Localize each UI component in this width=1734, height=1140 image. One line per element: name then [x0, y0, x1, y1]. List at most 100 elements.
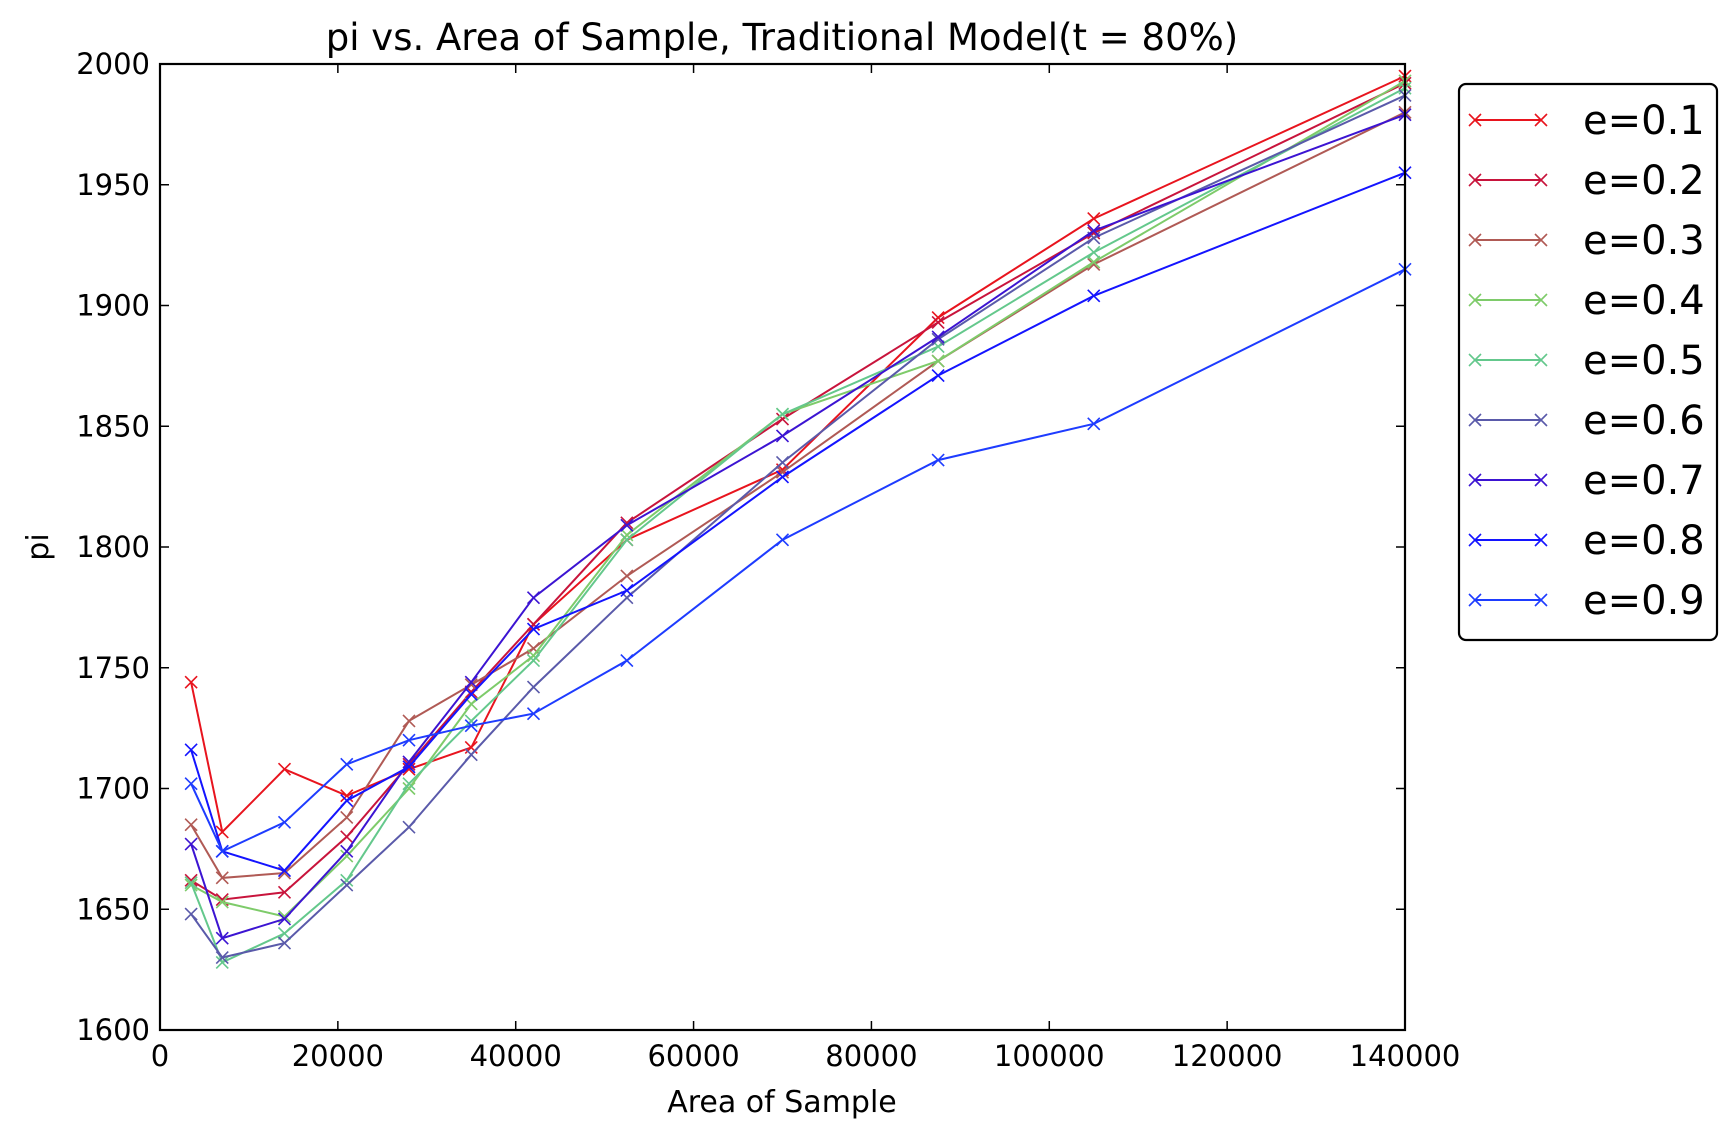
- data-point-marker: [526, 653, 541, 668]
- data-point-marker: [277, 815, 292, 829]
- data-point-marker: [340, 794, 354, 808]
- data-point-marker: [215, 844, 229, 858]
- data-point-marker: [215, 955, 229, 969]
- legend: e=0.1 e=0.2 e=0.3 e=0.4 e=0.5 e=0.6 e=0.7 e=0.8…: [1457, 82, 1719, 642]
- legend-item: e=0.3: [1468, 218, 1705, 264]
- data-point-marker: [775, 412, 790, 426]
- legend-marker: [1468, 173, 1548, 187]
- data-point-marker: [1087, 417, 1101, 431]
- x-axis: 0 20000 40000 60000 80000 100000 120000 140000: [151, 64, 1461, 1073]
- legend-label: e=0.8: [1583, 518, 1705, 564]
- legend-marker: [1468, 113, 1548, 127]
- data-point-marker: [620, 516, 634, 530]
- series-line: [190, 171, 1406, 872]
- y-tick-label: 2000: [76, 47, 150, 81]
- series-e=0.3: [184, 105, 1412, 885]
- data-point-marker: [620, 528, 634, 542]
- data-point-marker: [1087, 211, 1101, 226]
- data-point-marker: [775, 465, 790, 479]
- legend-label: e=0.2: [1583, 158, 1705, 204]
- data-point-marker: [1087, 224, 1101, 238]
- series-line: [190, 268, 1406, 853]
- data-point-marker: [402, 777, 416, 791]
- y-tick-label: 1700: [76, 772, 150, 806]
- data-point-marker: [620, 583, 634, 598]
- legend-marker: [1468, 293, 1548, 307]
- data-point-marker: [184, 818, 198, 832]
- data-point-marker: [340, 810, 354, 825]
- data-point-marker: [215, 931, 229, 945]
- data-point-marker: [526, 649, 541, 663]
- x-tick-label: 80000: [825, 1039, 917, 1073]
- x-tick-label: 60000: [647, 1039, 739, 1073]
- data-point-marker: [184, 907, 198, 921]
- series-line: [190, 75, 1406, 835]
- x-tick-label: 20000: [292, 1039, 384, 1073]
- legend-label: e=0.1: [1583, 98, 1705, 144]
- legend-marker: [1468, 593, 1548, 607]
- data-point-marker: [775, 455, 790, 470]
- x-tick-label: 140000: [1350, 1039, 1461, 1073]
- legend-item: e=0.2: [1468, 158, 1705, 204]
- legend-marker: [1468, 413, 1548, 427]
- x-tick-label: 100000: [994, 1039, 1105, 1073]
- data-point-marker: [277, 912, 292, 926]
- legend-label: e=0.7: [1583, 458, 1705, 504]
- data-point-marker: [464, 748, 478, 762]
- data-point-marker: [184, 876, 198, 890]
- legend-item: e=0.8: [1468, 518, 1705, 564]
- y-tick-label: 1850: [76, 409, 150, 443]
- data-point-marker: [526, 591, 541, 605]
- data-point-marker: [775, 470, 790, 484]
- x-axis-label: Area of Sample: [667, 1085, 897, 1120]
- y-tick-label: 1900: [76, 289, 150, 323]
- data-point-marker: [340, 789, 354, 803]
- y-tick-label: 1650: [76, 892, 150, 926]
- y-tick-label: 1750: [76, 651, 150, 685]
- series-line: [190, 82, 1406, 901]
- plot-area: [184, 69, 1412, 969]
- data-point-marker: [402, 714, 416, 728]
- legend-box: [1457, 82, 1719, 642]
- data-point-marker: [526, 641, 541, 655]
- data-point-marker: [620, 653, 634, 668]
- data-point-marker: [1087, 245, 1101, 259]
- legend-item: e=0.6: [1468, 398, 1705, 444]
- y-tick-label: 1800: [76, 530, 150, 564]
- legend-label: e=0.6: [1583, 398, 1705, 444]
- series-line: [190, 87, 1406, 964]
- data-point-marker: [215, 950, 229, 965]
- legend-item: e=0.4: [1468, 278, 1705, 324]
- legend-item: e=0.7: [1468, 458, 1705, 504]
- data-point-marker: [184, 675, 198, 689]
- data-point-marker: [931, 311, 945, 325]
- y-tick-label: 1600: [76, 1013, 150, 1047]
- data-point-marker: [277, 885, 292, 899]
- y-axis-label: pi: [21, 533, 56, 560]
- data-point-marker: [402, 781, 416, 796]
- data-point-marker: [1087, 255, 1101, 269]
- data-point-marker: [775, 533, 790, 547]
- data-point-marker: [620, 591, 634, 605]
- series-line: [190, 111, 1406, 879]
- data-point-marker: [340, 757, 354, 771]
- data-point-marker: [931, 453, 945, 467]
- data-point-marker: [931, 330, 945, 344]
- data-point-marker: [340, 849, 354, 863]
- data-point-marker: [184, 743, 198, 757]
- data-point-marker: [402, 820, 416, 834]
- x-tick-label: 40000: [470, 1039, 562, 1073]
- data-point-marker: [464, 719, 478, 733]
- data-point-marker: [340, 830, 354, 844]
- y-tick-label: 1950: [76, 168, 150, 202]
- data-point-marker: [340, 873, 354, 887]
- data-point-marker: [402, 733, 416, 747]
- data-point-marker: [931, 368, 945, 383]
- data-point-marker: [464, 675, 478, 689]
- legend-marker: [1468, 473, 1548, 487]
- series-line: [190, 80, 1406, 918]
- x-tick-label: 0: [151, 1039, 169, 1073]
- data-point-marker: [620, 518, 634, 532]
- data-point-marker: [526, 622, 541, 636]
